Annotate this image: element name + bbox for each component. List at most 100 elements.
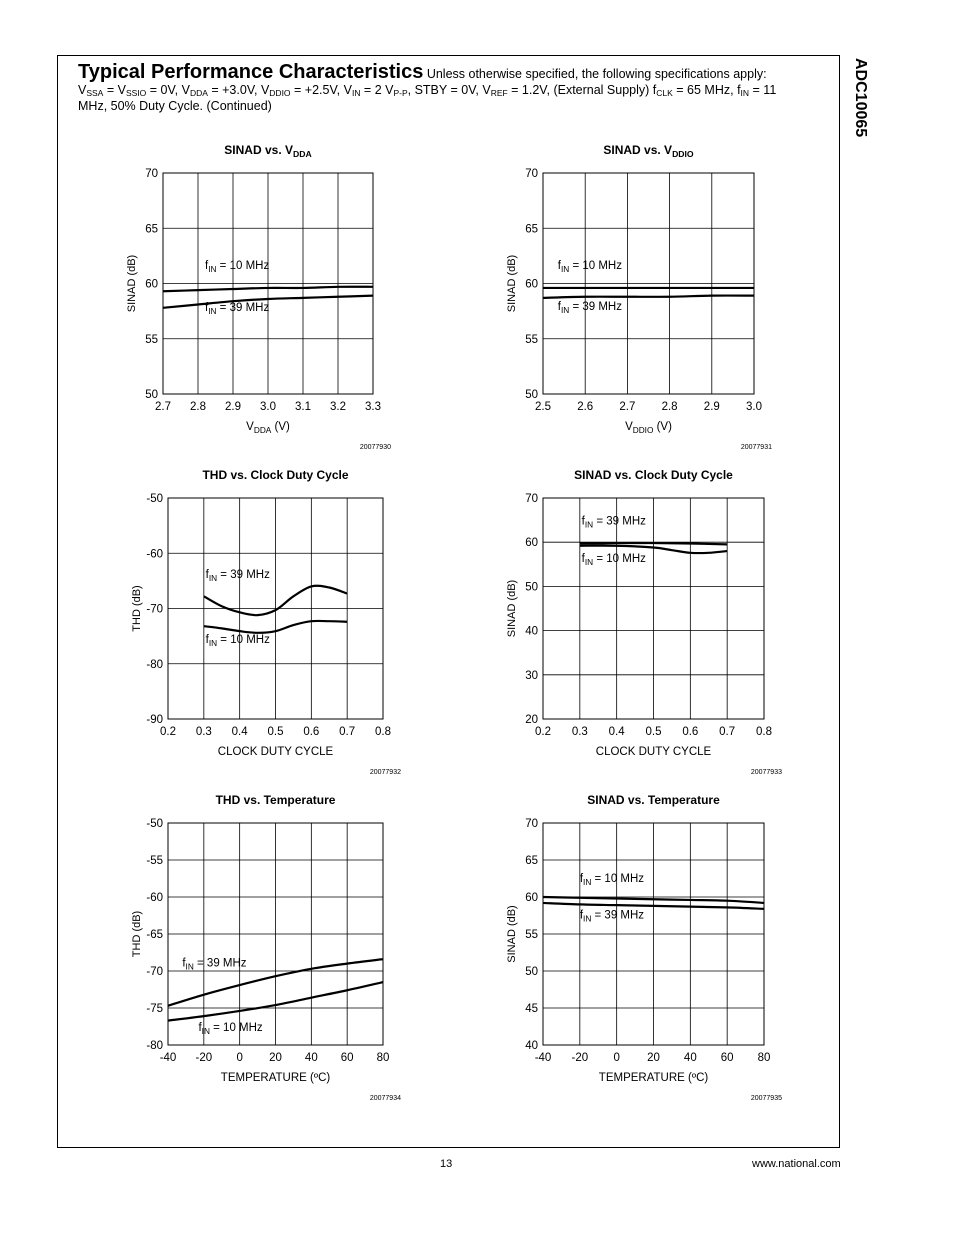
- series-annotation: fIN = 39 MHz: [582, 516, 646, 530]
- condition-subscript: DDA: [189, 88, 208, 98]
- figure-id: 20077933: [751, 769, 782, 776]
- page-frame: [57, 55, 840, 1148]
- x-axis-label: VDDA (V): [246, 421, 290, 435]
- y-tick-label: -60: [146, 892, 163, 904]
- y-tick-label: 65: [525, 855, 538, 867]
- series-line: [542, 895, 765, 905]
- y-tick-label: 55: [525, 929, 538, 941]
- figure-id: 20077930: [360, 444, 391, 451]
- series-line: [579, 544, 728, 555]
- x-tick-label: 0.7: [719, 726, 735, 738]
- x-tick-label: 0.3: [572, 726, 588, 738]
- y-tick-label: 65: [145, 223, 158, 235]
- x-tick-label: 0.5: [646, 726, 662, 738]
- y-axis-label: SINAD (dB): [506, 255, 518, 312]
- condition-text: = V: [103, 83, 126, 97]
- y-tick-label: -80: [146, 1040, 163, 1052]
- x-tick-label: 80: [377, 1052, 390, 1064]
- y-axis-label: SINAD (dB): [506, 905, 518, 962]
- y-tick-label: 60: [145, 279, 158, 291]
- series-annotation: fIN = 10 MHz: [206, 634, 270, 648]
- x-tick-label: 60: [341, 1052, 354, 1064]
- series-line: [162, 285, 374, 293]
- x-tick-label: 3.1: [295, 401, 311, 413]
- condition-subscript: IN: [740, 88, 750, 98]
- website-link[interactable]: www.national.com: [752, 1158, 841, 1170]
- y-tick-label: 70: [525, 493, 538, 505]
- x-tick-label: 2.7: [619, 401, 635, 413]
- x-tick-label: 20: [647, 1052, 660, 1064]
- series-annotation: fIN = 39 MHz: [580, 909, 644, 923]
- series-annotation: fIN = 39 MHz: [205, 302, 269, 316]
- page-number: 13: [440, 1158, 453, 1170]
- x-tick-label: -20: [572, 1052, 589, 1064]
- x-tick-label: 3.3: [365, 401, 381, 413]
- condition-text: V: [78, 83, 87, 97]
- y-tick-label: 20: [525, 714, 538, 726]
- chart-title: SINAD vs. VDDA: [224, 143, 311, 159]
- y-tick-label: -90: [146, 714, 163, 726]
- y-tick-label: 55: [525, 334, 538, 346]
- y-tick-label: 70: [145, 168, 158, 180]
- x-tick-label: 20: [269, 1052, 282, 1064]
- x-tick-label: 0.2: [535, 726, 551, 738]
- series-line: [162, 294, 374, 309]
- x-tick-label: 3.0: [260, 401, 276, 413]
- chart-title: SINAD vs. VDDIO: [603, 143, 694, 159]
- x-tick-label: 0: [613, 1052, 619, 1064]
- series-annotation: fIN = 10 MHz: [198, 1022, 262, 1036]
- condition-subscript: IN: [351, 88, 361, 98]
- y-axis-label: THD (dB): [131, 911, 143, 957]
- chart-thd-vs-temperature: THD vs. Temperature -40 -20 0 20 40 60 80 -80 -75…: [131, 793, 401, 1102]
- condition-text: = 2 V: [360, 83, 394, 97]
- y-tick-label: -50: [146, 493, 163, 505]
- series-annotation: fIN = 10 MHz: [558, 260, 622, 274]
- condition-subscript: CLK: [656, 88, 673, 98]
- y-tick-label: 50: [525, 581, 538, 593]
- condition-text: = +2.5V, V: [290, 83, 352, 97]
- y-tick-label: 65: [525, 223, 538, 235]
- figure-id: 20077934: [370, 1095, 401, 1102]
- series-annotation: fIN = 10 MHz: [580, 873, 644, 887]
- chart-title: SINAD vs. Clock Duty Cycle: [574, 468, 733, 482]
- x-tick-label: -40: [535, 1052, 552, 1064]
- x-axis-label: CLOCK DUTY CYCLE: [596, 746, 712, 758]
- x-tick-label: 2.7: [155, 401, 171, 413]
- y-tick-label: -70: [146, 966, 163, 978]
- x-tick-label: 0.2: [160, 726, 176, 738]
- series-line: [203, 619, 348, 634]
- condition-text: = +3.0V, V: [207, 83, 270, 97]
- x-tick-label: -40: [160, 1052, 177, 1064]
- y-axis-label: SINAD (dB): [506, 580, 518, 637]
- condition-text: = 1.2V, (External Supply) f: [507, 83, 657, 97]
- chart-sinad-vs-vddio: SINAD vs. VDDIO 2.5 2.6 2.7 2.8 2.9 3.0 50 55 60 6…: [506, 143, 772, 451]
- chart-title: THD vs. Temperature: [216, 793, 336, 807]
- x-axis-label: TEMPERATURE (ºC): [599, 1072, 709, 1084]
- side-title-text: ADC10065: [852, 58, 869, 138]
- section-heading: Typical Performance Characteristics Unle…: [78, 61, 808, 114]
- y-tick-label: -75: [146, 1003, 163, 1015]
- plot-frame: [542, 497, 765, 720]
- figure-id: 20077932: [370, 769, 401, 776]
- series-line: [579, 541, 728, 546]
- x-tick-label: 2.8: [662, 401, 678, 413]
- x-tick-label: 0.3: [196, 726, 212, 738]
- series-line: [542, 901, 765, 910]
- figure-id: 20077931: [741, 444, 772, 451]
- y-tick-label: -60: [146, 548, 163, 560]
- y-tick-label: -50: [146, 818, 163, 830]
- x-tick-label: 2.9: [225, 401, 241, 413]
- condition-text: = 11 MHz, 50% Duty Cycle. (Continued): [78, 83, 777, 113]
- chart-sinad-vs-temperature: SINAD vs. Temperature -40 -20 0 20 40 60 80 40 45…: [506, 793, 782, 1102]
- section-intro: Unless otherwise specified, the followin…: [426, 67, 767, 81]
- y-tick-label: -80: [146, 659, 163, 671]
- x-tick-label: 3.0: [746, 401, 762, 413]
- y-tick-label: -55: [146, 855, 163, 867]
- series-annotation: fIN = 10 MHz: [582, 553, 646, 567]
- y-tick-label: 55: [145, 334, 158, 346]
- section-title: Typical Performance Characteristics: [78, 61, 424, 83]
- y-axis-label: THD (dB): [131, 585, 143, 631]
- x-tick-label: 0.6: [682, 726, 698, 738]
- plot-frame: [162, 172, 374, 395]
- chart-title: THD vs. Clock Duty Cycle: [202, 468, 348, 482]
